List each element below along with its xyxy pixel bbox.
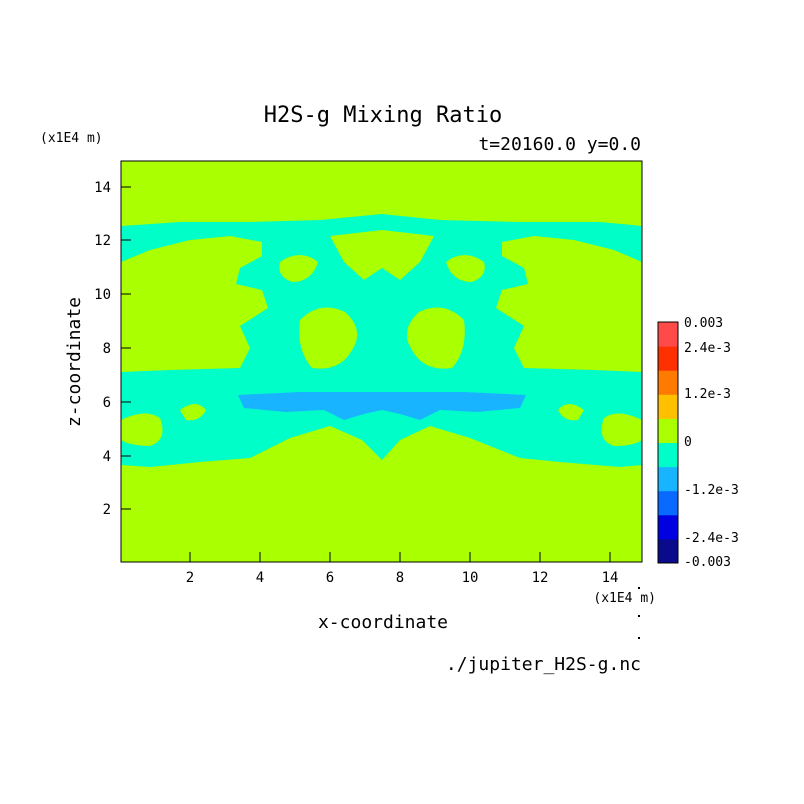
y-tick-label: 14 <box>94 180 111 196</box>
colorbar-cell <box>658 418 678 443</box>
colorbar-label: 1.2e-3 <box>684 387 731 402</box>
right-low-blob <box>601 413 642 446</box>
chart-subtitle: t=20160.0 y=0.0 <box>478 134 641 155</box>
right-lobe <box>406 307 465 369</box>
colorbar-cell <box>658 346 678 371</box>
colorbar-cell <box>658 538 678 564</box>
left-lobe <box>299 307 358 369</box>
colorbar-cells <box>658 322 678 564</box>
colorbar-frame <box>657 321 679 564</box>
y-axis-label: z-coordinate <box>64 297 85 427</box>
plot-frame <box>120 160 643 563</box>
left-mid-blob <box>279 255 318 282</box>
x-tick-label: 12 <box>532 570 549 586</box>
right-mid-blob <box>446 255 485 282</box>
center-top-blob <box>330 230 434 280</box>
strong-negative-band <box>238 392 526 420</box>
colorbar-label: 2.4e-3 <box>684 341 731 356</box>
source-filename: ./jupiter_H2S-g.nc <box>446 654 641 675</box>
y-tick-label: 12 <box>94 233 111 249</box>
left-upper-blob <box>121 236 268 372</box>
corner-marks <box>638 587 640 639</box>
y-tick-label: 4 <box>103 449 111 465</box>
colorbar-label: 0 <box>684 435 692 450</box>
x-tick-label: 8 <box>396 570 404 586</box>
colorbar-cell <box>658 466 678 492</box>
right-upper-blob <box>496 236 642 372</box>
mark <box>638 587 640 589</box>
colorbar-cell <box>658 322 678 347</box>
colorbar-cell <box>658 490 678 516</box>
colorbar-cell <box>658 370 678 395</box>
x-axis-unit: (x1E4 m) <box>593 591 656 606</box>
colorbar-labels: 0.003 2.4e-3 1.2e-3 0 -1.2e-3 -2.4e-3 -0… <box>684 316 739 570</box>
mark <box>638 637 640 639</box>
x-tick-label: 6 <box>326 570 334 586</box>
left-low-blob <box>121 413 163 446</box>
y-tick-labels: 2 4 6 8 10 12 14 <box>94 180 111 518</box>
background-level-blobs <box>121 230 642 446</box>
x-tick-labels: 2 4 6 8 10 12 14 <box>186 570 619 586</box>
right-small-blob <box>558 404 584 421</box>
colorbar-cell <box>658 394 678 419</box>
y-tick-label: 6 <box>103 395 111 411</box>
x-axis-ticks <box>189 552 611 562</box>
plot-area <box>120 160 643 563</box>
x-axis-label: x-coordinate <box>318 612 448 633</box>
colorbar-label: -0.003 <box>684 555 731 570</box>
colorbar-label: 0.003 <box>684 316 723 331</box>
x-tick-label: 14 <box>602 570 619 586</box>
colorbar-label: -1.2e-3 <box>684 483 739 498</box>
colorbar-label: -2.4e-3 <box>684 531 739 546</box>
x-tick-label: 4 <box>256 570 264 586</box>
y-axis-ticks <box>121 186 131 510</box>
x-tick-label: 2 <box>186 570 194 586</box>
x-tick-label: 10 <box>462 570 479 586</box>
colorbar-cell <box>658 442 678 468</box>
y-tick-label: 2 <box>103 502 111 518</box>
chart-title: H2S-g Mixing Ratio <box>264 103 502 128</box>
colorbar: 0.003 2.4e-3 1.2e-3 0 -1.2e-3 -2.4e-3 -0… <box>657 316 739 570</box>
colorbar-cell <box>658 514 678 540</box>
y-tick-label: 10 <box>94 287 111 303</box>
y-tick-label: 8 <box>103 341 111 357</box>
y-axis-unit: (x1E4 m) <box>40 131 103 146</box>
mark <box>638 615 640 617</box>
left-small-blob <box>180 404 206 421</box>
